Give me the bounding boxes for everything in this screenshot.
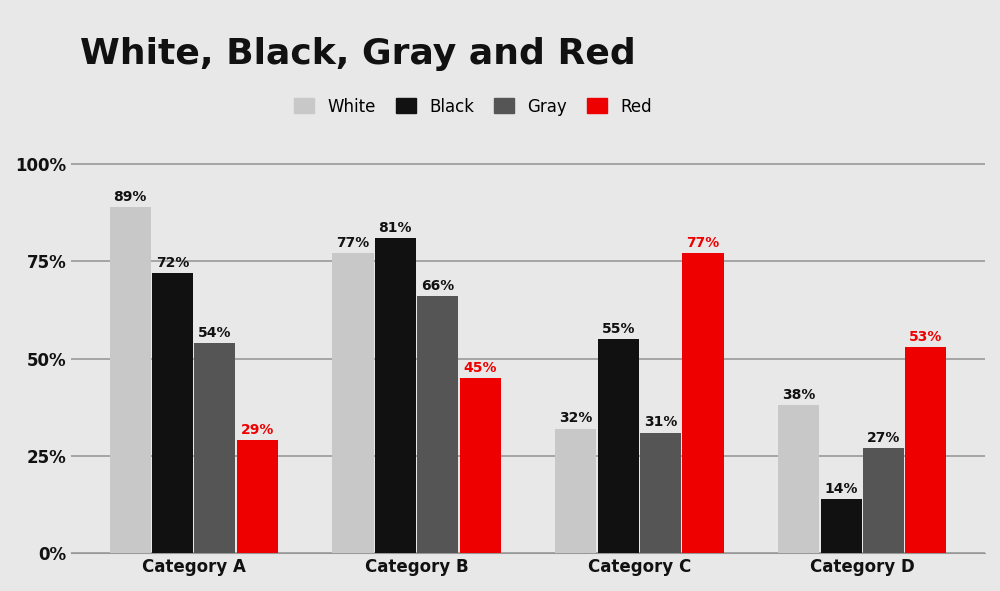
Text: 45%: 45% [463, 361, 497, 375]
Bar [152, 273, 193, 553]
Text: 53%: 53% [909, 330, 943, 344]
Text: White, Black, Gray and Red: White, Black, Gray and Red [80, 37, 636, 71]
Text: 32%: 32% [559, 411, 593, 426]
Text: 72%: 72% [156, 256, 189, 270]
Bar [778, 405, 819, 553]
Bar [375, 238, 416, 553]
Bar [821, 499, 862, 553]
Text: 81%: 81% [379, 221, 412, 235]
Bar [237, 440, 278, 553]
Text: 77%: 77% [336, 236, 370, 251]
Text: 55%: 55% [602, 322, 635, 336]
Text: 54%: 54% [198, 326, 232, 340]
Text: 66%: 66% [421, 279, 454, 293]
Bar [863, 448, 904, 553]
Bar [682, 254, 724, 553]
Bar [905, 347, 946, 553]
Text: 14%: 14% [824, 482, 858, 495]
Bar [417, 296, 458, 553]
Bar [460, 378, 501, 553]
Text: 27%: 27% [867, 431, 900, 445]
Text: 31%: 31% [644, 415, 677, 430]
Text: 38%: 38% [782, 388, 816, 402]
Bar [194, 343, 235, 553]
Bar [640, 433, 681, 553]
Bar [110, 207, 151, 553]
Text: 89%: 89% [113, 190, 147, 204]
Text: 77%: 77% [686, 236, 720, 251]
Text: 29%: 29% [240, 423, 274, 437]
Bar [332, 254, 374, 553]
Bar [555, 428, 596, 553]
Bar [598, 339, 639, 553]
Legend: White, Black, Gray, Red: White, Black, Gray, Red [287, 91, 659, 122]
